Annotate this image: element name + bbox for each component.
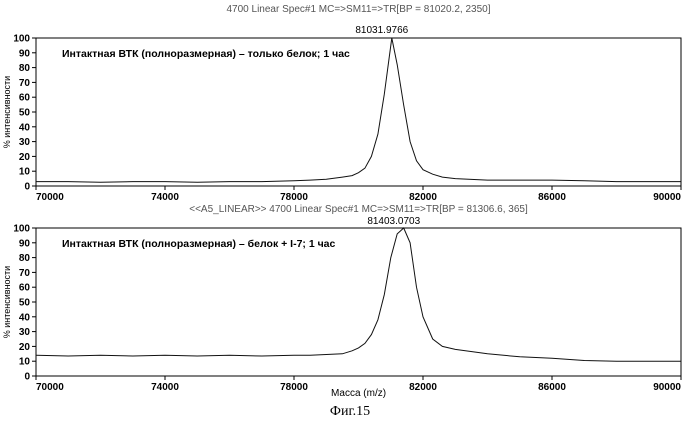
peak-label: 81403.0703 [367, 216, 420, 227]
y-tick-label: 20 [19, 152, 31, 163]
y-tick-label: 70 [19, 78, 31, 89]
x-tick-label: 78000 [280, 192, 308, 203]
x-tick-label: 74000 [151, 192, 179, 203]
panel-annotation: Интактная ВТК (полноразмерная) – белок +… [62, 238, 336, 250]
x-axis-label: Масса (m/z) [331, 388, 386, 399]
y-tick-label: 40 [19, 312, 31, 323]
y-tick-label: 100 [13, 34, 30, 45]
x-tick-label: 86000 [538, 192, 566, 203]
x-tick-label: 74000 [151, 382, 179, 393]
y-tick-label: 30 [19, 137, 31, 148]
panel-annotation: Интактная ВТК (полноразмерная) – только … [62, 48, 350, 60]
y-tick-label: 20 [19, 342, 31, 353]
y-tick-label: 10 [19, 167, 31, 178]
peak-label: 81031.9766 [355, 25, 408, 36]
x-tick-label: 86000 [538, 382, 566, 393]
chart-header: 4700 Linear Spec#1 MC=>SM11=>TR[BP = 810… [227, 4, 491, 15]
y-tick-label: 30 [19, 327, 31, 338]
x-tick-label: 82000 [409, 192, 437, 203]
y-tick-label: 90 [19, 238, 31, 249]
y-tick-label: 10 [19, 357, 31, 368]
y-tick-label: 60 [19, 283, 31, 294]
chart-header: <<A5_LINEAR>> 4700 Linear Spec#1 MC=>SM1… [189, 204, 528, 215]
y-tick-label: 50 [19, 298, 31, 309]
x-tick-label: 70000 [36, 382, 64, 393]
y-tick-label: 70 [19, 268, 31, 279]
figure-caption: Фиг.15 [0, 404, 700, 420]
x-tick-label: 82000 [409, 382, 437, 393]
y-tick-label: 50 [19, 108, 31, 119]
y-axis-label: % интенсивности [2, 76, 12, 148]
plot-area-frame [36, 228, 681, 376]
x-tick-label: 90000 [653, 192, 681, 203]
chart-panel-1: 4700 Linear Spec#1 MC=>SM11=>TR[BP = 810… [2, 4, 681, 203]
y-tick-label: 80 [19, 63, 31, 74]
y-tick-label: 0 [24, 372, 30, 383]
figure: 4700 Linear Spec#1 MC=>SM11=>TR[BP = 810… [0, 0, 700, 427]
x-tick-label: 90000 [653, 382, 681, 393]
y-tick-label: 0 [24, 182, 30, 193]
x-tick-label: 78000 [280, 382, 308, 393]
y-tick-label: 40 [19, 122, 31, 133]
x-tick-label: 70000 [36, 192, 64, 203]
y-tick-label: 100 [13, 224, 30, 235]
y-tick-label: 60 [19, 93, 31, 104]
y-axis-label: % интенсивности [2, 266, 12, 338]
plot-area-frame [36, 38, 681, 186]
y-tick-label: 90 [19, 48, 31, 59]
y-tick-label: 80 [19, 253, 31, 264]
chart-panel-2: <<A5_LINEAR>> 4700 Linear Spec#1 MC=>SM1… [2, 204, 681, 399]
